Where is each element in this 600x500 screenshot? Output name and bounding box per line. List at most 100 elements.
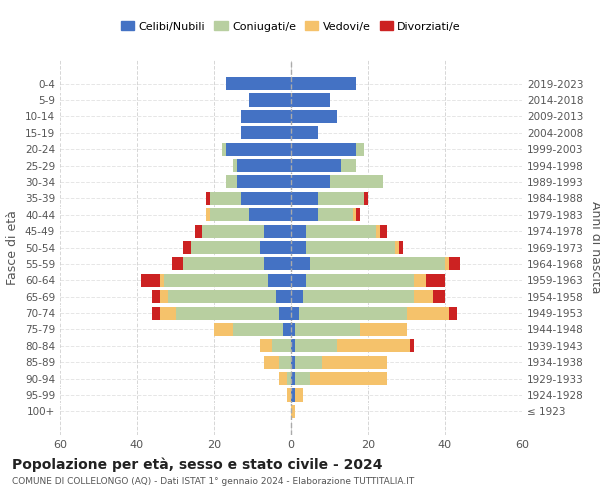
Bar — [291, 372, 295, 385]
Bar — [291, 258, 310, 270]
Bar — [283, 323, 291, 336]
Bar — [237, 159, 291, 172]
Bar — [291, 126, 318, 140]
Bar — [376, 224, 380, 237]
Bar — [280, 306, 291, 320]
Bar — [291, 224, 307, 237]
Bar — [176, 306, 280, 320]
Bar — [307, 274, 414, 287]
Bar — [395, 241, 399, 254]
Bar — [141, 274, 160, 287]
Bar — [291, 274, 307, 287]
Bar — [302, 290, 414, 303]
Bar — [264, 224, 291, 237]
Bar — [295, 340, 337, 352]
Y-axis label: Anni di nascita: Anni di nascita — [589, 201, 600, 294]
Bar — [318, 208, 353, 222]
Bar — [264, 258, 291, 270]
Bar — [172, 258, 183, 270]
Bar — [210, 208, 248, 222]
Bar — [206, 192, 210, 205]
Bar — [275, 290, 291, 303]
Bar — [210, 192, 241, 205]
Bar — [310, 258, 445, 270]
Bar — [291, 159, 341, 172]
Bar — [291, 208, 318, 222]
Bar — [214, 323, 233, 336]
Bar — [291, 323, 295, 336]
Bar — [360, 323, 407, 336]
Bar — [410, 340, 414, 352]
Bar — [160, 306, 176, 320]
Bar — [291, 306, 299, 320]
Bar — [307, 224, 376, 237]
Bar — [164, 274, 268, 287]
Bar — [356, 208, 360, 222]
Bar — [280, 356, 291, 369]
Bar — [268, 274, 291, 287]
Legend: Celibi/Nubili, Coniugati/e, Vedovi/e, Divorziati/e: Celibi/Nubili, Coniugati/e, Vedovi/e, Di… — [116, 17, 466, 36]
Bar — [329, 176, 383, 188]
Bar — [237, 176, 291, 188]
Bar — [248, 94, 291, 106]
Y-axis label: Fasce di età: Fasce di età — [7, 210, 19, 285]
Bar — [226, 176, 237, 188]
Bar — [364, 192, 368, 205]
Bar — [445, 258, 449, 270]
Bar — [291, 142, 356, 156]
Bar — [291, 176, 329, 188]
Bar — [287, 388, 291, 402]
Bar — [222, 142, 226, 156]
Bar — [337, 340, 410, 352]
Bar — [407, 306, 449, 320]
Bar — [195, 224, 202, 237]
Bar — [160, 274, 164, 287]
Bar — [280, 372, 287, 385]
Bar — [191, 241, 260, 254]
Bar — [183, 258, 264, 270]
Bar — [291, 405, 295, 418]
Bar — [291, 94, 329, 106]
Bar — [226, 77, 291, 90]
Bar — [202, 224, 264, 237]
Bar — [322, 356, 387, 369]
Bar — [233, 323, 283, 336]
Bar — [295, 372, 310, 385]
Bar — [291, 356, 295, 369]
Bar — [291, 110, 337, 123]
Bar — [414, 274, 426, 287]
Bar — [426, 274, 445, 287]
Text: Popolazione per età, sesso e stato civile - 2024: Popolazione per età, sesso e stato civil… — [12, 458, 383, 472]
Bar — [291, 388, 295, 402]
Bar — [287, 372, 291, 385]
Bar — [152, 306, 160, 320]
Bar — [291, 340, 295, 352]
Bar — [152, 290, 160, 303]
Bar — [226, 142, 291, 156]
Bar — [241, 192, 291, 205]
Bar — [206, 208, 210, 222]
Bar — [449, 306, 457, 320]
Bar — [183, 241, 191, 254]
Bar — [399, 241, 403, 254]
Bar — [168, 290, 275, 303]
Bar — [299, 306, 407, 320]
Bar — [295, 388, 302, 402]
Bar — [380, 224, 387, 237]
Bar — [341, 159, 356, 172]
Bar — [291, 192, 318, 205]
Bar — [291, 241, 307, 254]
Bar — [160, 290, 168, 303]
Bar — [260, 241, 291, 254]
Bar — [264, 356, 280, 369]
Text: COMUNE DI COLLELONGO (AQ) - Dati ISTAT 1° gennaio 2024 - Elaborazione TUTTITALIA: COMUNE DI COLLELONGO (AQ) - Dati ISTAT 1… — [12, 478, 414, 486]
Bar — [248, 208, 291, 222]
Bar — [433, 290, 445, 303]
Bar — [307, 241, 395, 254]
Bar — [318, 192, 364, 205]
Bar — [353, 208, 356, 222]
Bar — [241, 126, 291, 140]
Bar — [449, 258, 460, 270]
Bar — [356, 142, 364, 156]
Bar — [310, 372, 387, 385]
